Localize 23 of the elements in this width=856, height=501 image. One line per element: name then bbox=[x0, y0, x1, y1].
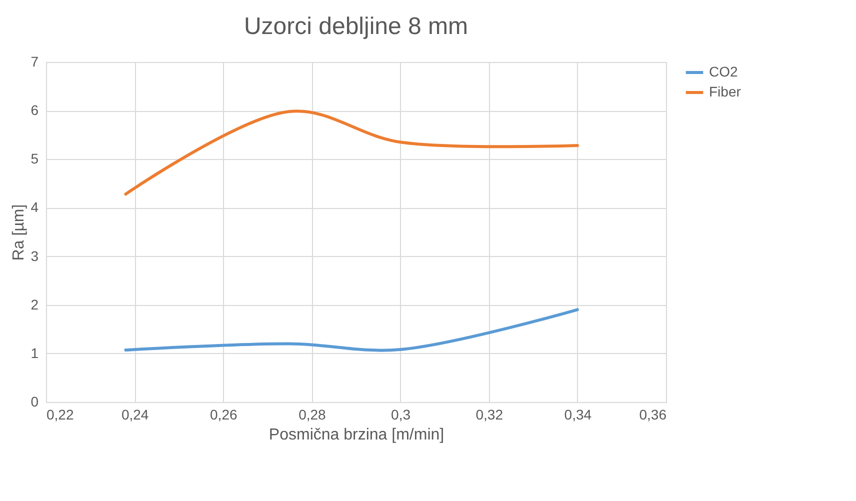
x-tick-label: 0,3 bbox=[391, 406, 411, 422]
y-axis-title: Ra [µm] bbox=[10, 204, 28, 261]
line-series bbox=[124, 110, 579, 196]
legend-label: Fiber bbox=[709, 84, 742, 100]
chart-title: Uzorci debljine 8 mm bbox=[244, 13, 468, 40]
x-tick-label: 0,22 bbox=[46, 406, 74, 422]
y-tick-label: 6 bbox=[30, 102, 39, 118]
y-tick-label: 5 bbox=[30, 150, 39, 167]
x-tick-label: 0,34 bbox=[564, 406, 592, 422]
x-tick-label: 0,24 bbox=[121, 406, 149, 422]
y-tick-label: 0 bbox=[30, 394, 39, 410]
x-tick-label: 0,32 bbox=[476, 406, 504, 422]
y-tick-label: 3 bbox=[30, 248, 39, 264]
y-tick-label: 1 bbox=[30, 344, 39, 361]
legend-label: CO2 bbox=[709, 64, 738, 80]
y-tick-label: 7 bbox=[30, 54, 39, 70]
x-axis-title: Posmična brzina [m/min] bbox=[268, 426, 444, 444]
x-tick-label: 0,28 bbox=[298, 406, 326, 422]
y-tick-label: 2 bbox=[30, 296, 39, 312]
x-tick-label: 0,26 bbox=[210, 406, 238, 422]
x-tick-label: 0,36 bbox=[639, 406, 667, 422]
y-tick-label: 4 bbox=[30, 199, 39, 216]
line-series bbox=[124, 308, 579, 352]
